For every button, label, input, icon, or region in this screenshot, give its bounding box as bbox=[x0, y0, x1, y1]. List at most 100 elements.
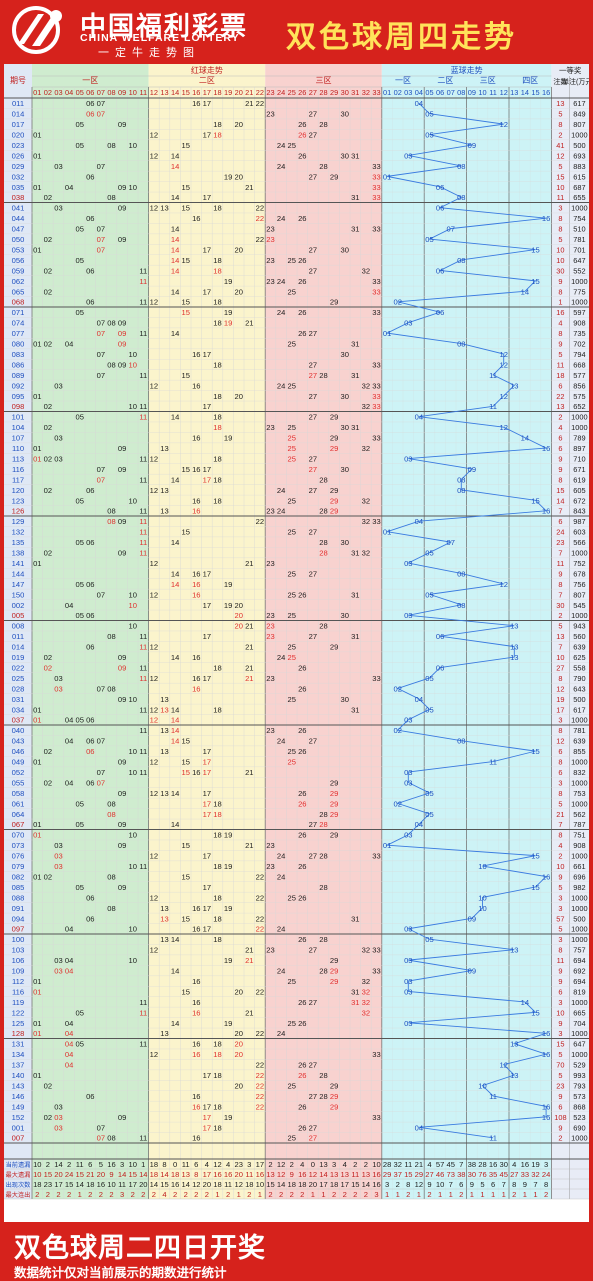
blue-ball: 15 bbox=[531, 852, 539, 861]
red-ball: 12 bbox=[150, 590, 158, 599]
red-ball: 14 bbox=[171, 1019, 179, 1028]
prize-column-bg bbox=[551, 64, 589, 1199]
red-stat-value: 2 bbox=[99, 1190, 103, 1199]
red-ball: 09 bbox=[118, 517, 126, 526]
red-ball: 25 bbox=[287, 444, 295, 453]
red-ball: 13 bbox=[160, 914, 168, 923]
red-ball: 20 bbox=[234, 987, 242, 996]
red-ball: 01 bbox=[33, 151, 41, 160]
red-ball: 16 bbox=[192, 1040, 200, 1049]
red-ball: 02 bbox=[44, 287, 52, 296]
red-ball: 28 bbox=[319, 371, 327, 380]
red-ball: 31 bbox=[351, 632, 359, 641]
blue-stat-value: 3 bbox=[385, 1180, 389, 1189]
blue-trend-header: 蓝球走势 bbox=[451, 65, 483, 75]
prize-count: 12 bbox=[556, 684, 564, 693]
red-ball: 11 bbox=[139, 726, 147, 735]
red-stat-value: 10 bbox=[128, 1160, 136, 1169]
red-ball: 06 bbox=[86, 110, 94, 119]
red-ball: 07 bbox=[97, 590, 105, 599]
red-ball: 17 bbox=[203, 904, 211, 913]
red-ball: 20 bbox=[234, 622, 242, 631]
red-stat-value: 11 bbox=[76, 1160, 84, 1169]
prize-value: 605 bbox=[573, 486, 585, 495]
blue-stat-value: 32 bbox=[393, 1160, 401, 1169]
issue-number: 094 bbox=[12, 914, 25, 923]
red-ball: 04 bbox=[65, 1029, 73, 1038]
blue-ball: 06 bbox=[436, 183, 444, 192]
stats-label: 最大遗漏 bbox=[6, 1171, 31, 1179]
red-ball: 03 bbox=[54, 967, 62, 976]
prize-count: 9 bbox=[558, 1123, 562, 1132]
red-stat-value: 2 bbox=[46, 1190, 50, 1199]
red-ball: 13 bbox=[160, 486, 168, 495]
prize-value: 671 bbox=[573, 465, 585, 474]
prize-count: 8 bbox=[558, 758, 562, 767]
red-ball: 23 bbox=[266, 225, 274, 234]
blue-ball: 05 bbox=[425, 705, 433, 714]
red-ball: 10 bbox=[128, 496, 136, 505]
issue-number: 146 bbox=[12, 1092, 25, 1101]
red-number-header: 32 bbox=[362, 88, 370, 97]
red-ball: 25 bbox=[287, 590, 295, 599]
red-ball: 16 bbox=[192, 768, 200, 777]
red-ball: 11 bbox=[139, 507, 147, 516]
prize-value: 790 bbox=[573, 674, 585, 683]
prize-count: 7 bbox=[558, 820, 562, 829]
red-ball: 18 bbox=[213, 1071, 221, 1080]
red-ball: 09 bbox=[118, 695, 126, 704]
red-stat-value: 20 bbox=[309, 1180, 317, 1189]
blue-zone-header-3: 三区 bbox=[480, 76, 496, 85]
red-ball: 06 bbox=[86, 716, 94, 725]
prize-value: 560 bbox=[573, 632, 585, 641]
red-ball: 25 bbox=[287, 653, 295, 662]
red-ball: 17 bbox=[203, 852, 211, 861]
prize-value: 1000 bbox=[571, 1029, 587, 1038]
issue-number: 043 bbox=[12, 737, 25, 746]
red-ball: 22 bbox=[256, 517, 264, 526]
red-number-header: 33 bbox=[372, 88, 380, 97]
header: 中国福利彩票 CHINA WELFARE LOTTERY 一定牛走势图 双色球周… bbox=[0, 0, 593, 62]
red-ball: 32 bbox=[362, 444, 370, 453]
red-ball: 20 bbox=[234, 1029, 242, 1038]
blue-ball: 06 bbox=[436, 663, 444, 672]
red-stat-value: 14 bbox=[150, 1180, 158, 1189]
issue-number: 050 bbox=[12, 235, 25, 244]
red-ball: 01 bbox=[33, 1071, 41, 1080]
red-ball: 04 bbox=[65, 1019, 73, 1028]
red-ball: 22 bbox=[256, 914, 264, 923]
red-ball: 22 bbox=[256, 893, 264, 902]
red-ball: 08 bbox=[107, 904, 115, 913]
red-ball: 28 bbox=[319, 120, 327, 129]
red-ball: 13 bbox=[160, 705, 168, 714]
blue-ball: 12 bbox=[499, 392, 507, 401]
red-ball: 28 bbox=[319, 935, 327, 944]
red-number-header: 15 bbox=[182, 88, 190, 97]
red-ball: 11 bbox=[139, 674, 147, 683]
blue-number-header: 06 bbox=[436, 88, 444, 97]
red-ball: 18 bbox=[213, 131, 221, 140]
prize-value: 562 bbox=[573, 810, 585, 819]
red-ball: 18 bbox=[213, 810, 221, 819]
issue-number: 065 bbox=[12, 287, 25, 296]
issue-number: 134 bbox=[12, 1050, 25, 1059]
issue-number: 088 bbox=[12, 893, 25, 902]
prize-count: 9 bbox=[558, 872, 562, 881]
red-ball: 14 bbox=[171, 235, 179, 244]
prize-value: 832 bbox=[573, 768, 585, 777]
red-stat-value: 18 bbox=[245, 1180, 253, 1189]
red-ball: 25 bbox=[287, 611, 295, 620]
red-ball: 33 bbox=[372, 308, 380, 317]
red-number-header: 09 bbox=[118, 88, 126, 97]
red-ball: 10 bbox=[128, 601, 136, 610]
prize-value: 1000 bbox=[571, 131, 587, 140]
issue-number: 083 bbox=[12, 350, 25, 359]
red-ball: 19 bbox=[224, 831, 232, 840]
red-ball: 15 bbox=[181, 465, 189, 474]
red-ball: 26 bbox=[298, 789, 306, 798]
red-ball: 01 bbox=[33, 977, 41, 986]
issue-number: 076 bbox=[12, 852, 25, 861]
red-ball: 07 bbox=[97, 225, 105, 234]
red-ball: 30 bbox=[340, 392, 348, 401]
red-ball: 27 bbox=[309, 392, 317, 401]
